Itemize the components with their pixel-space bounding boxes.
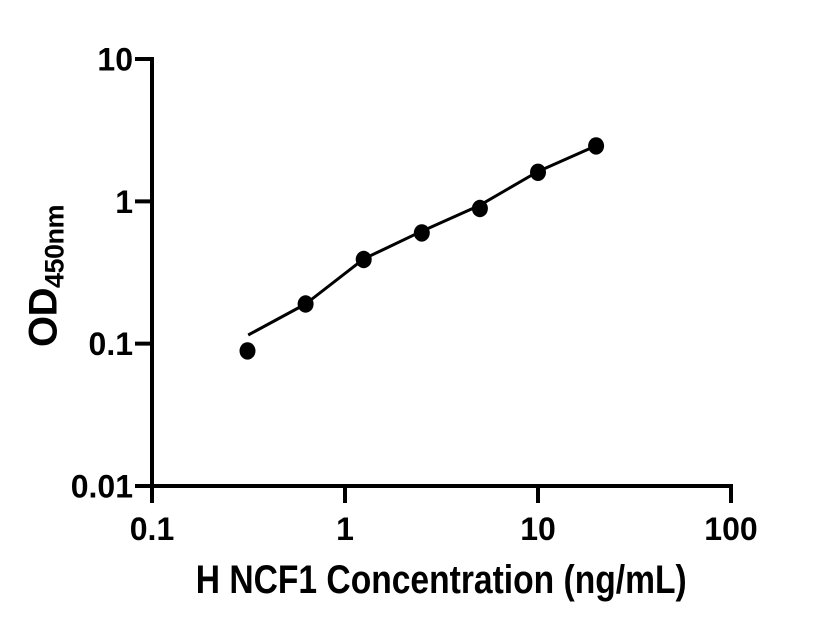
data-point [530,163,546,181]
y-tick-label: 0.1 [89,326,133,362]
x-tick-label: 0.1 [130,511,174,547]
y-axis-title-subscript: 450nm [39,204,70,289]
x-tick-label: 1 [336,511,354,547]
data-point [297,295,314,313]
y-axis-title: OD450nm [22,205,71,347]
y-tick-label: 0.01 [71,469,133,505]
data-point [239,342,256,360]
x-tick-label: 100 [704,511,757,547]
data-point [355,250,372,269]
x-tick-label: 10 [520,511,556,547]
x-axis-title-text: H NCF1 Concentration (ng/mL) [195,558,687,602]
y-tick-label: 10 [97,42,133,78]
data-point [471,199,488,218]
data-point [413,224,430,242]
y-axis-title-main: OD [21,288,66,348]
data-point [588,137,605,155]
x-axis-title: H NCF1 Concentration (ng/mL) [33,556,816,604]
y-tick-label: 1 [115,184,133,220]
